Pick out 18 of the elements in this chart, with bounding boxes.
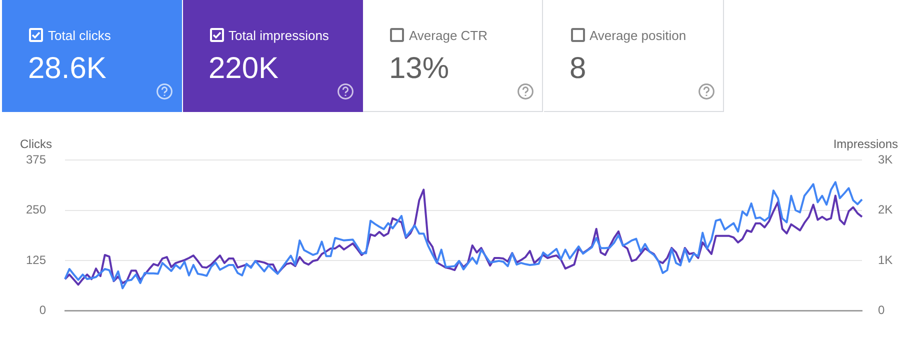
y-tick-label: 375 xyxy=(26,152,46,166)
y2-tick-label: 2K xyxy=(878,202,893,217)
category-label: Average CTR xyxy=(409,28,488,43)
y-axis-title: Clicks xyxy=(20,137,52,151)
category-label: Total impressions xyxy=(228,28,329,43)
y2-tick-label: 3K xyxy=(878,152,893,166)
category-label: Total clicks xyxy=(48,28,111,43)
text: 8 xyxy=(570,52,586,85)
y2-tick-label: 0 xyxy=(878,303,885,318)
y2-axis-title: Impressions xyxy=(833,137,898,151)
text: 13% xyxy=(389,52,450,85)
text: 28.6K xyxy=(28,52,106,85)
y2-tick-label: 1K xyxy=(878,252,893,267)
y-tick-label: 125 xyxy=(26,252,46,267)
text: 220K xyxy=(208,52,279,85)
y-tick-label: 250 xyxy=(26,202,46,217)
y-tick-label: 0 xyxy=(39,303,46,318)
category-label: Average position xyxy=(590,28,686,43)
